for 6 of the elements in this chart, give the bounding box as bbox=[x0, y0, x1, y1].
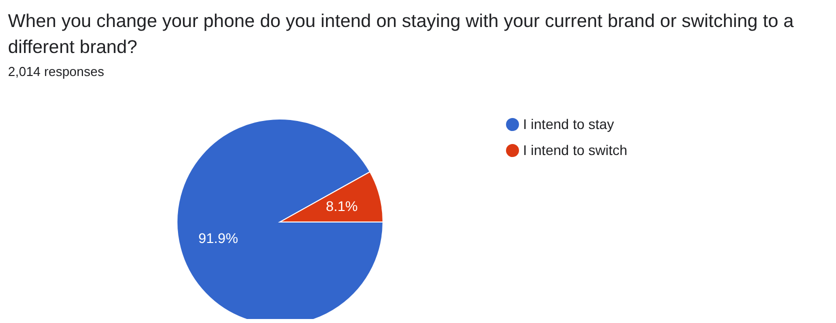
legend-label: I intend to stay bbox=[523, 116, 614, 132]
data-label: 8.1% bbox=[326, 198, 358, 214]
data-label: 91.9% bbox=[198, 230, 238, 246]
legend-label: I intend to switch bbox=[523, 142, 628, 158]
text: 2,014 responses bbox=[8, 64, 106, 79]
chart-title: When you change your phone do you intend on staying with your current brand or switching to a different brand? bbox=[8, 9, 795, 59]
